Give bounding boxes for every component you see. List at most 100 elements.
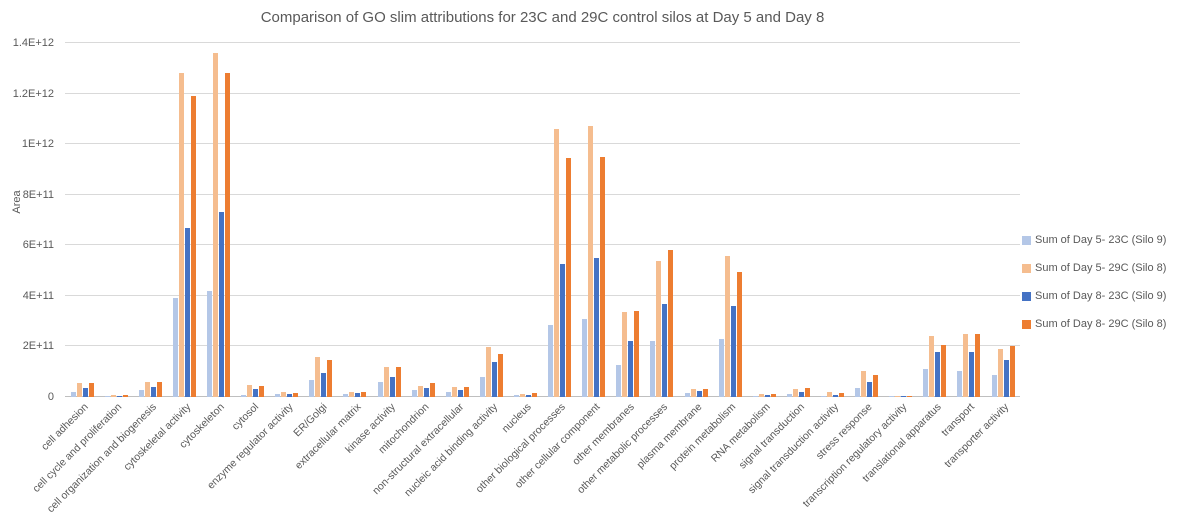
bar [110, 395, 116, 397]
bar-group: mitochondrion [377, 43, 440, 456]
x-axis-line [65, 396, 1020, 397]
bar-group: other cellular component [512, 43, 611, 491]
bar [395, 366, 401, 397]
bar [975, 333, 981, 397]
bar [383, 366, 389, 397]
bar [116, 395, 122, 397]
bar [178, 73, 184, 397]
bar [798, 391, 804, 397]
plot-area: cell adhesion cell cycle and proliferatio… [31, 42, 1020, 515]
bar [991, 374, 997, 397]
bar [247, 385, 253, 397]
bar [662, 303, 668, 397]
bar-group: extracellular matrix [293, 43, 372, 472]
bar-group: translational apparatus [860, 43, 952, 485]
y-tick-label: 6E+11 [22, 239, 54, 252]
y-tick-label: 1.4E+12 [12, 37, 54, 49]
bar [838, 392, 844, 397]
x-category-label: cytosol [229, 401, 262, 433]
bar-group: kinase activity [343, 43, 406, 456]
bar [485, 346, 491, 397]
bar [634, 311, 640, 397]
bar [309, 380, 315, 397]
legend-item: Sum of Day 5- 23C (Silo 9) [1022, 234, 1166, 246]
bar [138, 390, 144, 397]
bar [656, 261, 662, 397]
bar [241, 394, 247, 397]
bar [76, 383, 82, 397]
gridline [65, 244, 1020, 246]
bar [770, 393, 776, 397]
bar [764, 395, 770, 397]
bar [941, 344, 947, 397]
bar [497, 353, 503, 397]
bar [184, 227, 190, 397]
y-tick-label: 2E+11 [22, 340, 54, 353]
bar-group: nucleus [500, 43, 542, 435]
bar [513, 395, 519, 397]
chart-title: Comparison of GO slim attributions for 2… [260, 9, 825, 26]
bar [923, 368, 929, 397]
bar [82, 387, 88, 397]
bar [752, 396, 758, 397]
bar [758, 394, 764, 397]
bar [684, 392, 690, 397]
legend-label: Sum of Day 5- 29C (Silo 8) [1035, 262, 1167, 274]
bar-group: nucleic acid binding activity [402, 43, 508, 499]
legend-item: Sum of Day 5- 29C (Silo 8) [1022, 262, 1166, 274]
y-tick-label: 4E+11 [22, 289, 54, 302]
bar [997, 348, 1003, 397]
legend-item: Sum of Day 8- 23C (Silo 9) [1022, 290, 1166, 302]
bar [616, 364, 622, 397]
bar-group: stress response [814, 43, 884, 462]
bar-group: signal transduction [736, 43, 815, 471]
y-tick-label: 1.2E+12 [12, 87, 54, 100]
bar-group: transporter activity [942, 43, 1020, 470]
bar [873, 374, 879, 397]
bar [70, 391, 76, 397]
bar [463, 386, 469, 397]
legend-swatch-icon [1022, 263, 1031, 273]
bar [600, 156, 606, 397]
bar-group: other membranes [570, 43, 645, 468]
bar [668, 249, 674, 397]
bar [144, 381, 150, 397]
bar [321, 373, 327, 397]
bar-group: non-structural extracellular [370, 43, 474, 497]
bar [212, 53, 218, 397]
bar [907, 395, 913, 397]
bar [389, 377, 395, 397]
bar [889, 396, 895, 397]
bar-group: cell cycle and proliferation [31, 43, 133, 495]
bar [491, 362, 497, 397]
gridline [65, 92, 1020, 94]
bar-group: cytosol [229, 43, 270, 433]
legend-label: Sum of Day 8- 23C (Silo 9) [1035, 290, 1167, 302]
bar [935, 351, 941, 397]
gridline [65, 294, 1020, 296]
bar [969, 351, 975, 397]
legend-label: Sum of Day 5- 23C (Silo 9) [1035, 234, 1167, 246]
bar [355, 392, 361, 397]
bar-group: cell organization and biogenesis [45, 43, 167, 515]
gridline [65, 345, 1020, 347]
legend-swatch-icon [1022, 291, 1031, 301]
bar [804, 387, 810, 397]
bar [531, 392, 537, 397]
bar [275, 393, 281, 397]
bar [1009, 346, 1015, 397]
bar-group: cell adhesion [39, 43, 99, 453]
bar-group: ER/Golgi [291, 43, 338, 439]
bar [315, 356, 321, 397]
bar [361, 391, 367, 397]
bar [423, 387, 429, 397]
bar [150, 386, 156, 397]
bar [156, 382, 162, 397]
bar [588, 126, 594, 397]
bar [122, 395, 128, 397]
bar [104, 396, 110, 397]
bar [293, 392, 299, 397]
bar [690, 388, 696, 397]
bar-group: signal transduction activity [746, 43, 849, 496]
